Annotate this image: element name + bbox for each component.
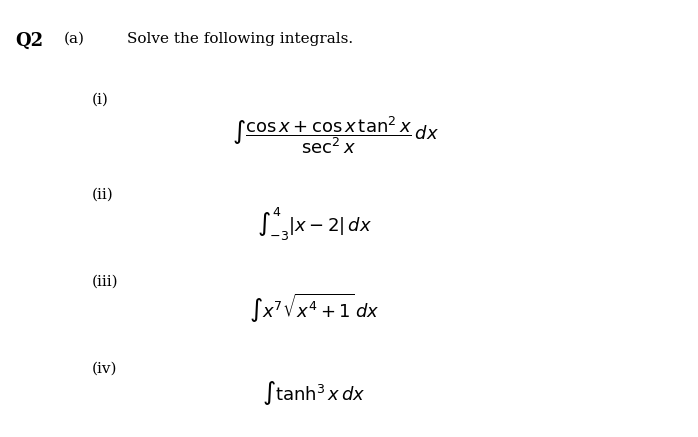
Text: Q2: Q2 [15, 32, 43, 50]
Text: Solve the following integrals.: Solve the following integrals. [126, 32, 352, 46]
Text: (iii): (iii) [91, 275, 119, 289]
Text: (ii): (ii) [91, 188, 114, 202]
Text: $\int x^7\sqrt{x^4 + 1}\,dx$: $\int x^7\sqrt{x^4 + 1}\,dx$ [249, 292, 380, 326]
Text: $\int \tanh^3 x\,dx$: $\int \tanh^3 x\,dx$ [262, 379, 366, 407]
Text: $\int \dfrac{\cos x + \cos x\,\tan^2 x}{\sec^2 x}\,dx$: $\int \dfrac{\cos x + \cos x\,\tan^2 x}{… [232, 114, 438, 156]
Text: (i): (i) [91, 93, 109, 107]
Text: (a): (a) [64, 32, 85, 46]
Text: (iv): (iv) [91, 362, 117, 376]
Text: $\int_{-3}^{4} |x - 2|\,dx$: $\int_{-3}^{4} |x - 2|\,dx$ [257, 205, 372, 243]
